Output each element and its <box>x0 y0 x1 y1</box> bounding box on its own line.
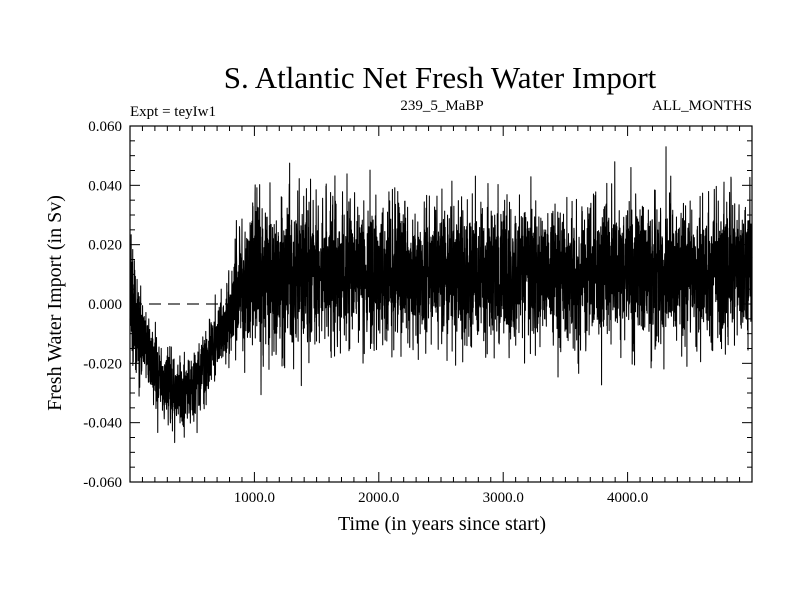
x-tick-label: 1000.0 <box>234 490 275 506</box>
x-axis-label: Time (in years since start) <box>338 513 546 535</box>
period-label: 239_5_MaBP <box>400 98 483 114</box>
y-tick-label: 0.000 <box>88 297 122 313</box>
y-tick-label: 0.060 <box>88 119 122 135</box>
months-label: ALL_MONTHS <box>652 98 752 114</box>
x-tick-label: 4000.0 <box>607 490 648 506</box>
y-tick-label: 0.040 <box>88 178 122 194</box>
experiment-label: Expt = teyIw1 <box>130 104 216 120</box>
x-tick-label: 3000.0 <box>483 490 524 506</box>
y-tick-label: -0.020 <box>83 356 122 372</box>
x-tick-label: 2000.0 <box>358 490 399 506</box>
y-axis-label: Fresh Water Import (in Sv) <box>44 195 66 411</box>
chart-title: S. Atlantic Net Fresh Water Import <box>224 60 657 95</box>
plot-frame <box>129 125 753 483</box>
y-tick-label: 0.020 <box>88 238 122 254</box>
fresh-water-series-line <box>129 146 753 444</box>
y-tick-label: -0.040 <box>83 416 122 432</box>
axis-tick-labels: 1000.0 2000.0 3000.0 4000.0 -0.060 -0.040 -0.0… <box>83 119 648 506</box>
y-tick-label: -0.060 <box>83 475 122 491</box>
